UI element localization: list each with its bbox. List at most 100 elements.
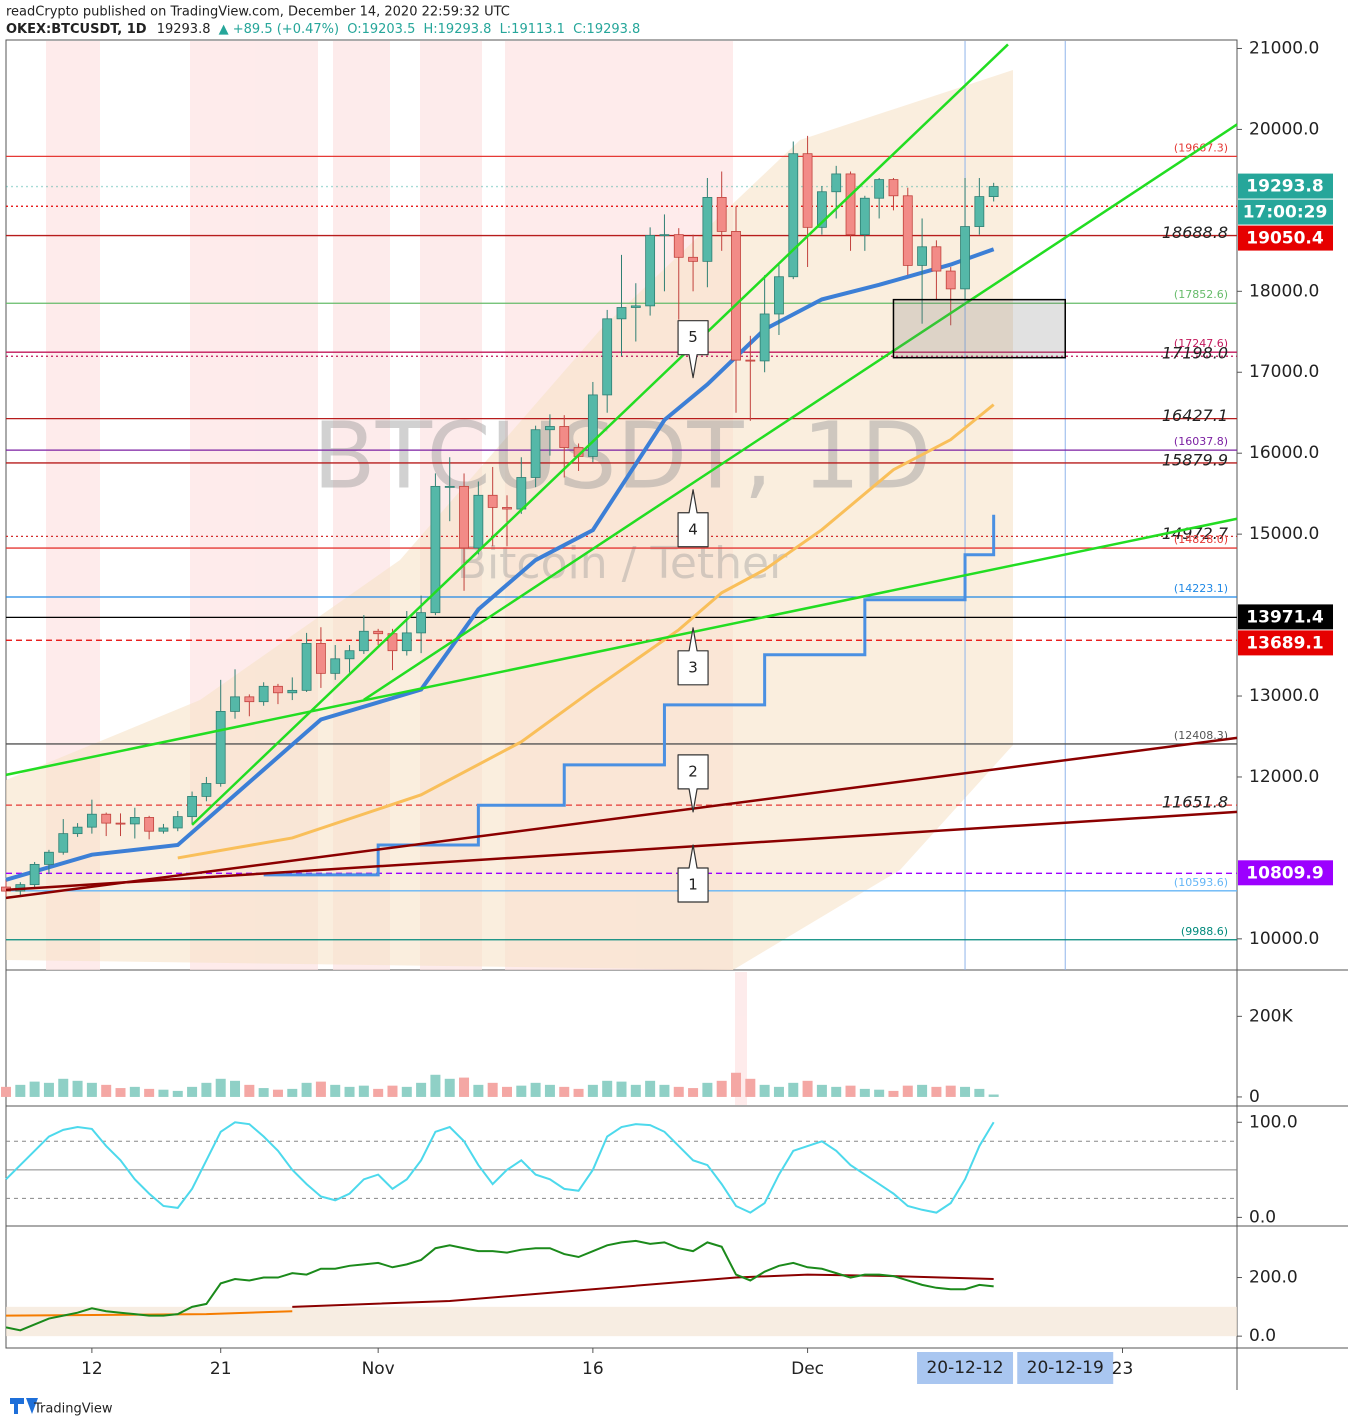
volume-bar — [215, 1078, 226, 1097]
symbol: OKEX:BTCUSDT, 1D — [6, 22, 147, 37]
candle-body — [702, 197, 713, 262]
volume-bar — [144, 1088, 155, 1097]
volume-bar — [287, 1088, 298, 1097]
price-tag-label: 19050.4 — [1246, 229, 1324, 249]
x-tick-label: Nov — [362, 1359, 395, 1379]
y-tick-label: 100.0 — [1249, 1112, 1298, 1132]
x-tick-label: 16 — [582, 1359, 604, 1379]
volume-bar — [788, 1082, 799, 1097]
volume-bar — [716, 1080, 727, 1097]
volume-bar — [258, 1088, 269, 1097]
plot-layer: 10000.0 12000.0 13000.0 15000.0 16000.0 17000… — [1, 38, 1333, 1384]
candle-body — [344, 650, 355, 660]
countdown-tag — [1238, 199, 1333, 225]
ohlc-low: L:19113.1 — [500, 22, 565, 37]
volume-bar — [816, 1084, 827, 1097]
countdown-label: 17:00:29 — [1243, 203, 1328, 223]
slow-line — [5, 1310, 293, 1317]
candle-body — [416, 612, 427, 634]
candle-body — [530, 429, 541, 478]
volume-bar — [301, 1082, 312, 1097]
volume-bar — [659, 1084, 670, 1097]
price-level-label: (14828.0) — [1174, 533, 1228, 546]
candle-body — [144, 817, 155, 832]
candle-body — [158, 827, 169, 832]
trendline — [5, 736, 1238, 900]
price-tag — [1238, 604, 1333, 630]
trendline — [5, 517, 1238, 777]
ohlc-open: O:19203.5 — [347, 22, 415, 37]
price-level-label: 16427.1 — [1162, 406, 1228, 425]
price-level-label: 17198.0 — [1162, 344, 1228, 363]
volume-bar — [888, 1090, 899, 1097]
price-level-label: 11651.8 — [1162, 793, 1228, 812]
candle-body — [86, 813, 97, 828]
price-tag-label: 13689.1 — [1246, 633, 1323, 653]
price-level-label: (10593.6) — [1174, 876, 1228, 889]
volume-bar — [559, 1086, 570, 1097]
price-tag — [1238, 225, 1333, 251]
volume-bar — [201, 1082, 212, 1097]
y-tick-label: 0.0 — [1249, 1207, 1276, 1227]
price-level-label: (9988.6) — [1181, 925, 1228, 938]
candle-body — [516, 477, 527, 510]
candle-body — [974, 196, 985, 227]
candle-body — [630, 305, 641, 308]
volume-bar — [544, 1084, 555, 1097]
volume-bar — [58, 1078, 69, 1097]
price-level-label: 14972.7 — [1162, 524, 1229, 543]
callout-label: 1 — [688, 875, 698, 893]
volume-bar — [802, 1080, 813, 1097]
ohlc-close: C:19293.8 — [573, 22, 640, 37]
logo — [10, 1398, 38, 1414]
candle-body — [502, 507, 512, 510]
y-tick-label: 0 — [1249, 1087, 1260, 1107]
volume-bar — [459, 1077, 470, 1097]
candle-body — [273, 685, 283, 694]
candle-body — [888, 179, 899, 197]
candle-body — [545, 426, 555, 431]
candle-body — [72, 826, 83, 835]
candle-body — [616, 307, 627, 320]
y-tick-label: 200.0 — [1249, 1268, 1298, 1288]
volume-bar — [387, 1085, 398, 1097]
callout-label: 5 — [688, 328, 698, 346]
candle-body — [774, 276, 784, 315]
price-tag — [1238, 860, 1333, 886]
volume-bar — [86, 1082, 97, 1097]
volume-bar — [960, 1086, 971, 1097]
volume-bar — [129, 1086, 140, 1097]
callout — [677, 320, 709, 379]
volume-bar — [917, 1084, 928, 1097]
volume-bar — [487, 1082, 498, 1097]
candle-body — [330, 658, 341, 674]
volume-bar — [688, 1088, 699, 1097]
callout — [677, 754, 709, 813]
price-tag — [1238, 630, 1333, 656]
y-tick-label: 15000.0 — [1249, 524, 1319, 544]
volume-bar — [902, 1085, 913, 1097]
candle-body — [58, 833, 69, 853]
candle-body — [759, 313, 770, 362]
candle-body — [459, 485, 469, 549]
price-level-label: 18688.8 — [1162, 223, 1228, 242]
volume-bar — [43, 1082, 54, 1097]
date-marker-box — [917, 1352, 1014, 1384]
candle-body — [358, 630, 369, 652]
volume-bar — [158, 1089, 169, 1097]
volume-bar — [358, 1085, 369, 1097]
volume-bar — [931, 1086, 942, 1097]
candle-body — [29, 863, 40, 886]
candle-body — [745, 359, 756, 362]
volume-bar — [416, 1082, 427, 1097]
candle-body — [215, 711, 226, 784]
volume-bar — [330, 1084, 341, 1097]
candle-body — [230, 696, 240, 712]
volume-bar — [272, 1089, 283, 1097]
candle-body — [731, 231, 741, 361]
candle-body — [373, 630, 384, 635]
candle-body — [101, 813, 112, 824]
change: ▲ +89.5 (+0.47%) — [219, 22, 339, 37]
candle-body — [201, 783, 212, 797]
price-level-label: (17247.6) — [1174, 337, 1228, 350]
